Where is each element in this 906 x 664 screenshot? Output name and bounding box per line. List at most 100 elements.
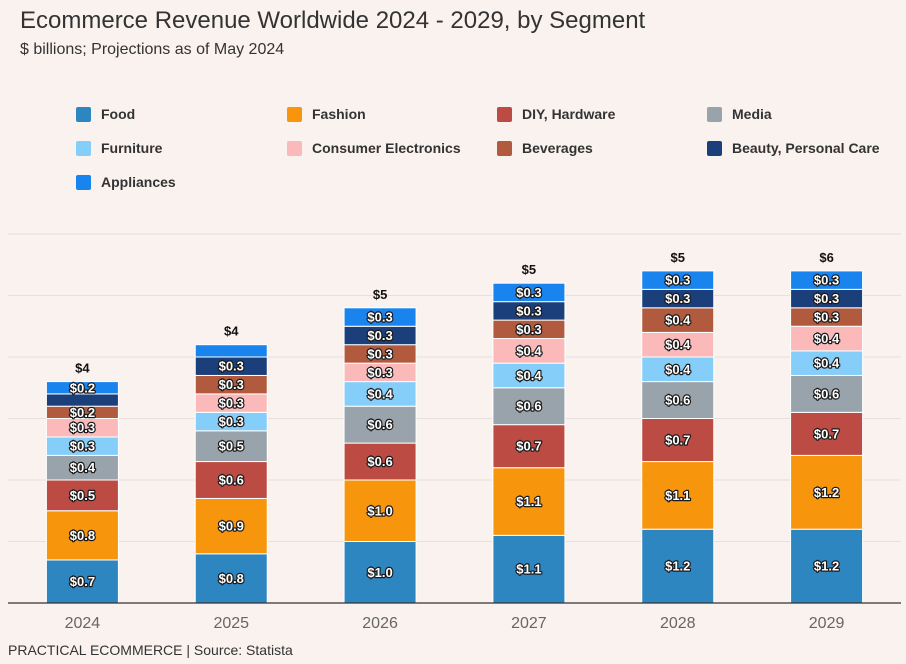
data-label: $0.4	[814, 356, 840, 371]
x-tick-label: 2024	[65, 615, 101, 632]
data-label: $0.4	[516, 368, 542, 383]
x-tick-label: 2025	[213, 615, 249, 632]
bar-segment	[343, 442, 417, 481]
data-label: $0.3	[219, 396, 244, 411]
x-tick-label: 2028	[660, 615, 696, 632]
data-label: $0.7	[665, 433, 690, 448]
legend-label: DIY, Hardware	[522, 106, 616, 122]
legend-item: Consumer Electronics	[287, 138, 461, 158]
chart-legend: Food Fashion DIY, Hardware Media Furniture Co…	[76, 106, 906, 216]
bar-segment	[194, 430, 268, 463]
data-label: $1.2	[814, 485, 839, 500]
bar-segment	[45, 479, 119, 512]
legend-item: Media	[707, 104, 772, 124]
legend-item: Fashion	[287, 104, 366, 124]
bar-segment	[492, 424, 566, 469]
bar-segment	[641, 418, 715, 463]
data-label: $0.3	[367, 365, 392, 380]
legend-label: Appliances	[101, 174, 176, 190]
data-label: $1.0	[367, 503, 392, 518]
x-tick-label: 2026	[362, 615, 398, 632]
total-label: $5	[373, 287, 387, 302]
data-label: $0.4	[70, 460, 96, 475]
data-label: $0.3	[665, 291, 690, 306]
data-label: $0.6	[814, 386, 839, 401]
data-label: $0.3	[219, 359, 244, 374]
bar-segment	[343, 405, 417, 444]
bar-segment	[790, 528, 864, 604]
total-label: $5	[671, 250, 685, 265]
legend-swatch	[707, 106, 722, 122]
bar-segment	[641, 528, 715, 604]
source-footer: PRACTICAL ECOMMERCE | Source: Statista	[8, 642, 293, 658]
data-label: $0.3	[665, 273, 690, 288]
legend-item: Appliances	[76, 172, 176, 192]
bar-segment	[790, 270, 864, 290]
legend-item: Furniture	[76, 138, 162, 158]
data-label: $0.9	[219, 519, 244, 534]
bar-segment	[790, 454, 864, 530]
chart-subtitle: $ billions; Projections as of May 2024	[20, 41, 285, 58]
data-label: $0.6	[665, 393, 690, 408]
bar-segment	[45, 381, 119, 395]
data-label: $0.6	[219, 473, 244, 488]
data-label: $0.3	[219, 414, 244, 429]
legend-swatch	[497, 140, 512, 156]
bar-segment	[45, 510, 119, 561]
legend-swatch	[707, 140, 722, 156]
bar-segment	[641, 270, 715, 290]
legend-item: DIY, Hardware	[497, 104, 615, 124]
data-label: $0.7	[814, 426, 839, 441]
data-label: $0.3	[70, 420, 95, 435]
bar-segment	[492, 467, 566, 536]
bar-segment	[492, 362, 566, 389]
data-label: $0.5	[70, 488, 95, 503]
legend-swatch	[287, 106, 302, 122]
data-label: $0.4	[516, 343, 542, 358]
total-label: $4	[224, 324, 239, 339]
bar-segment	[641, 381, 715, 420]
bar-segment	[194, 461, 268, 499]
data-label: $0.3	[516, 303, 541, 318]
bar-segment	[194, 497, 268, 555]
legend-swatch	[76, 106, 91, 122]
data-label: $1.1	[516, 494, 541, 509]
data-label: $0.7	[70, 574, 95, 589]
data-label: $0.3	[516, 285, 541, 300]
bar-segment	[492, 282, 566, 303]
bar-segment	[343, 381, 417, 407]
data-label: $0.6	[367, 454, 392, 469]
bar-segment	[343, 479, 417, 542]
bar-segment	[641, 356, 715, 383]
data-label: $0.4	[665, 337, 691, 352]
data-label: $1.2	[665, 559, 690, 574]
data-label: $1.0	[367, 565, 392, 580]
bar-segment	[194, 344, 268, 358]
data-label: $0.3	[814, 310, 839, 325]
data-label: $0.4	[367, 386, 393, 401]
legend-label: Furniture	[101, 140, 163, 156]
data-label: $1.1	[516, 562, 541, 577]
bar-segment	[492, 387, 566, 426]
data-label: $0.5	[219, 439, 244, 454]
bar-segment	[790, 374, 864, 413]
data-label: $0.2	[70, 405, 95, 420]
bar-segment	[641, 461, 715, 530]
data-label: $1.1	[665, 488, 690, 503]
data-label: $0.3	[367, 346, 392, 361]
legend-swatch	[76, 140, 91, 156]
total-label: $4	[75, 361, 90, 376]
x-tick-label: 2029	[809, 615, 845, 632]
legend-label: Food	[101, 106, 136, 122]
data-label: $0.3	[367, 328, 392, 343]
bar-segment	[343, 307, 417, 327]
legend-label: Consumer Electronics	[312, 140, 461, 156]
data-label: $1.2	[814, 559, 839, 574]
data-label: $0.6	[367, 417, 392, 432]
total-label: $6	[819, 250, 833, 265]
legend-swatch	[76, 174, 91, 190]
legend-item: Beverages	[497, 138, 593, 158]
legend-swatch	[287, 140, 302, 156]
data-label: $0.6	[516, 399, 541, 414]
legend-label: Beauty, Personal Care	[732, 140, 880, 156]
